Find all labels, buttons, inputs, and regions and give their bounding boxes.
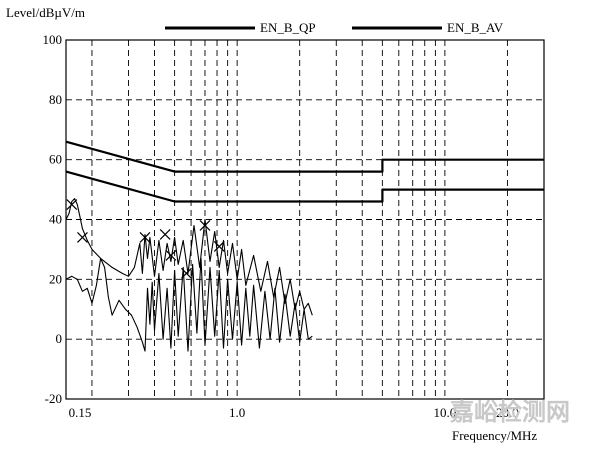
x-tick-labels: 0.15 1.0 10.0 20.0 xyxy=(69,405,519,420)
peak-marker-4 xyxy=(199,220,211,231)
series-layer xyxy=(65,140,544,352)
y-tick-label: 100 xyxy=(43,32,63,47)
legend-label-av: EN_B_AV xyxy=(447,20,504,35)
x-tick-label: 20.0 xyxy=(496,405,519,420)
series-line-1 xyxy=(65,170,544,203)
series-line-2 xyxy=(65,198,313,316)
y-tick-label: 80 xyxy=(49,92,62,107)
y-tick-label: 20 xyxy=(49,271,62,286)
x-tick-label: 10.0 xyxy=(434,405,457,420)
peak-marker-0 xyxy=(66,199,78,210)
peak-marker-6 xyxy=(139,232,151,243)
legend: EN_B_QP EN_B_AV xyxy=(165,20,504,35)
x-axis-label: Frequency/MHz xyxy=(452,428,537,443)
series-line-0 xyxy=(65,140,544,173)
x-tick-label: 0.15 xyxy=(69,405,92,420)
series-line-3 xyxy=(65,257,313,352)
y-tick-labels: 100 80 60 40 20 0 -20 xyxy=(43,32,63,406)
y-tick-label: 60 xyxy=(49,152,62,167)
peak-marker-5 xyxy=(213,241,225,252)
y-axis-label: Level/dBµV/m xyxy=(6,5,85,20)
marker-layer xyxy=(66,199,225,279)
peak-marker-3 xyxy=(165,249,177,261)
plot-frame xyxy=(65,39,545,400)
peak-marker-1 xyxy=(77,232,88,243)
peak-marker-7 xyxy=(181,267,192,279)
peak-marker-2 xyxy=(159,229,171,240)
legend-label-qp: EN_B_QP xyxy=(260,20,316,35)
y-tick-label: -20 xyxy=(45,391,62,406)
x-tick-label: 1.0 xyxy=(229,405,245,420)
grid-layer xyxy=(65,39,545,400)
watermark: 嘉峪检测网 xyxy=(450,398,570,426)
y-tick-label: 40 xyxy=(49,212,62,227)
y-tick-label: 0 xyxy=(56,331,63,346)
